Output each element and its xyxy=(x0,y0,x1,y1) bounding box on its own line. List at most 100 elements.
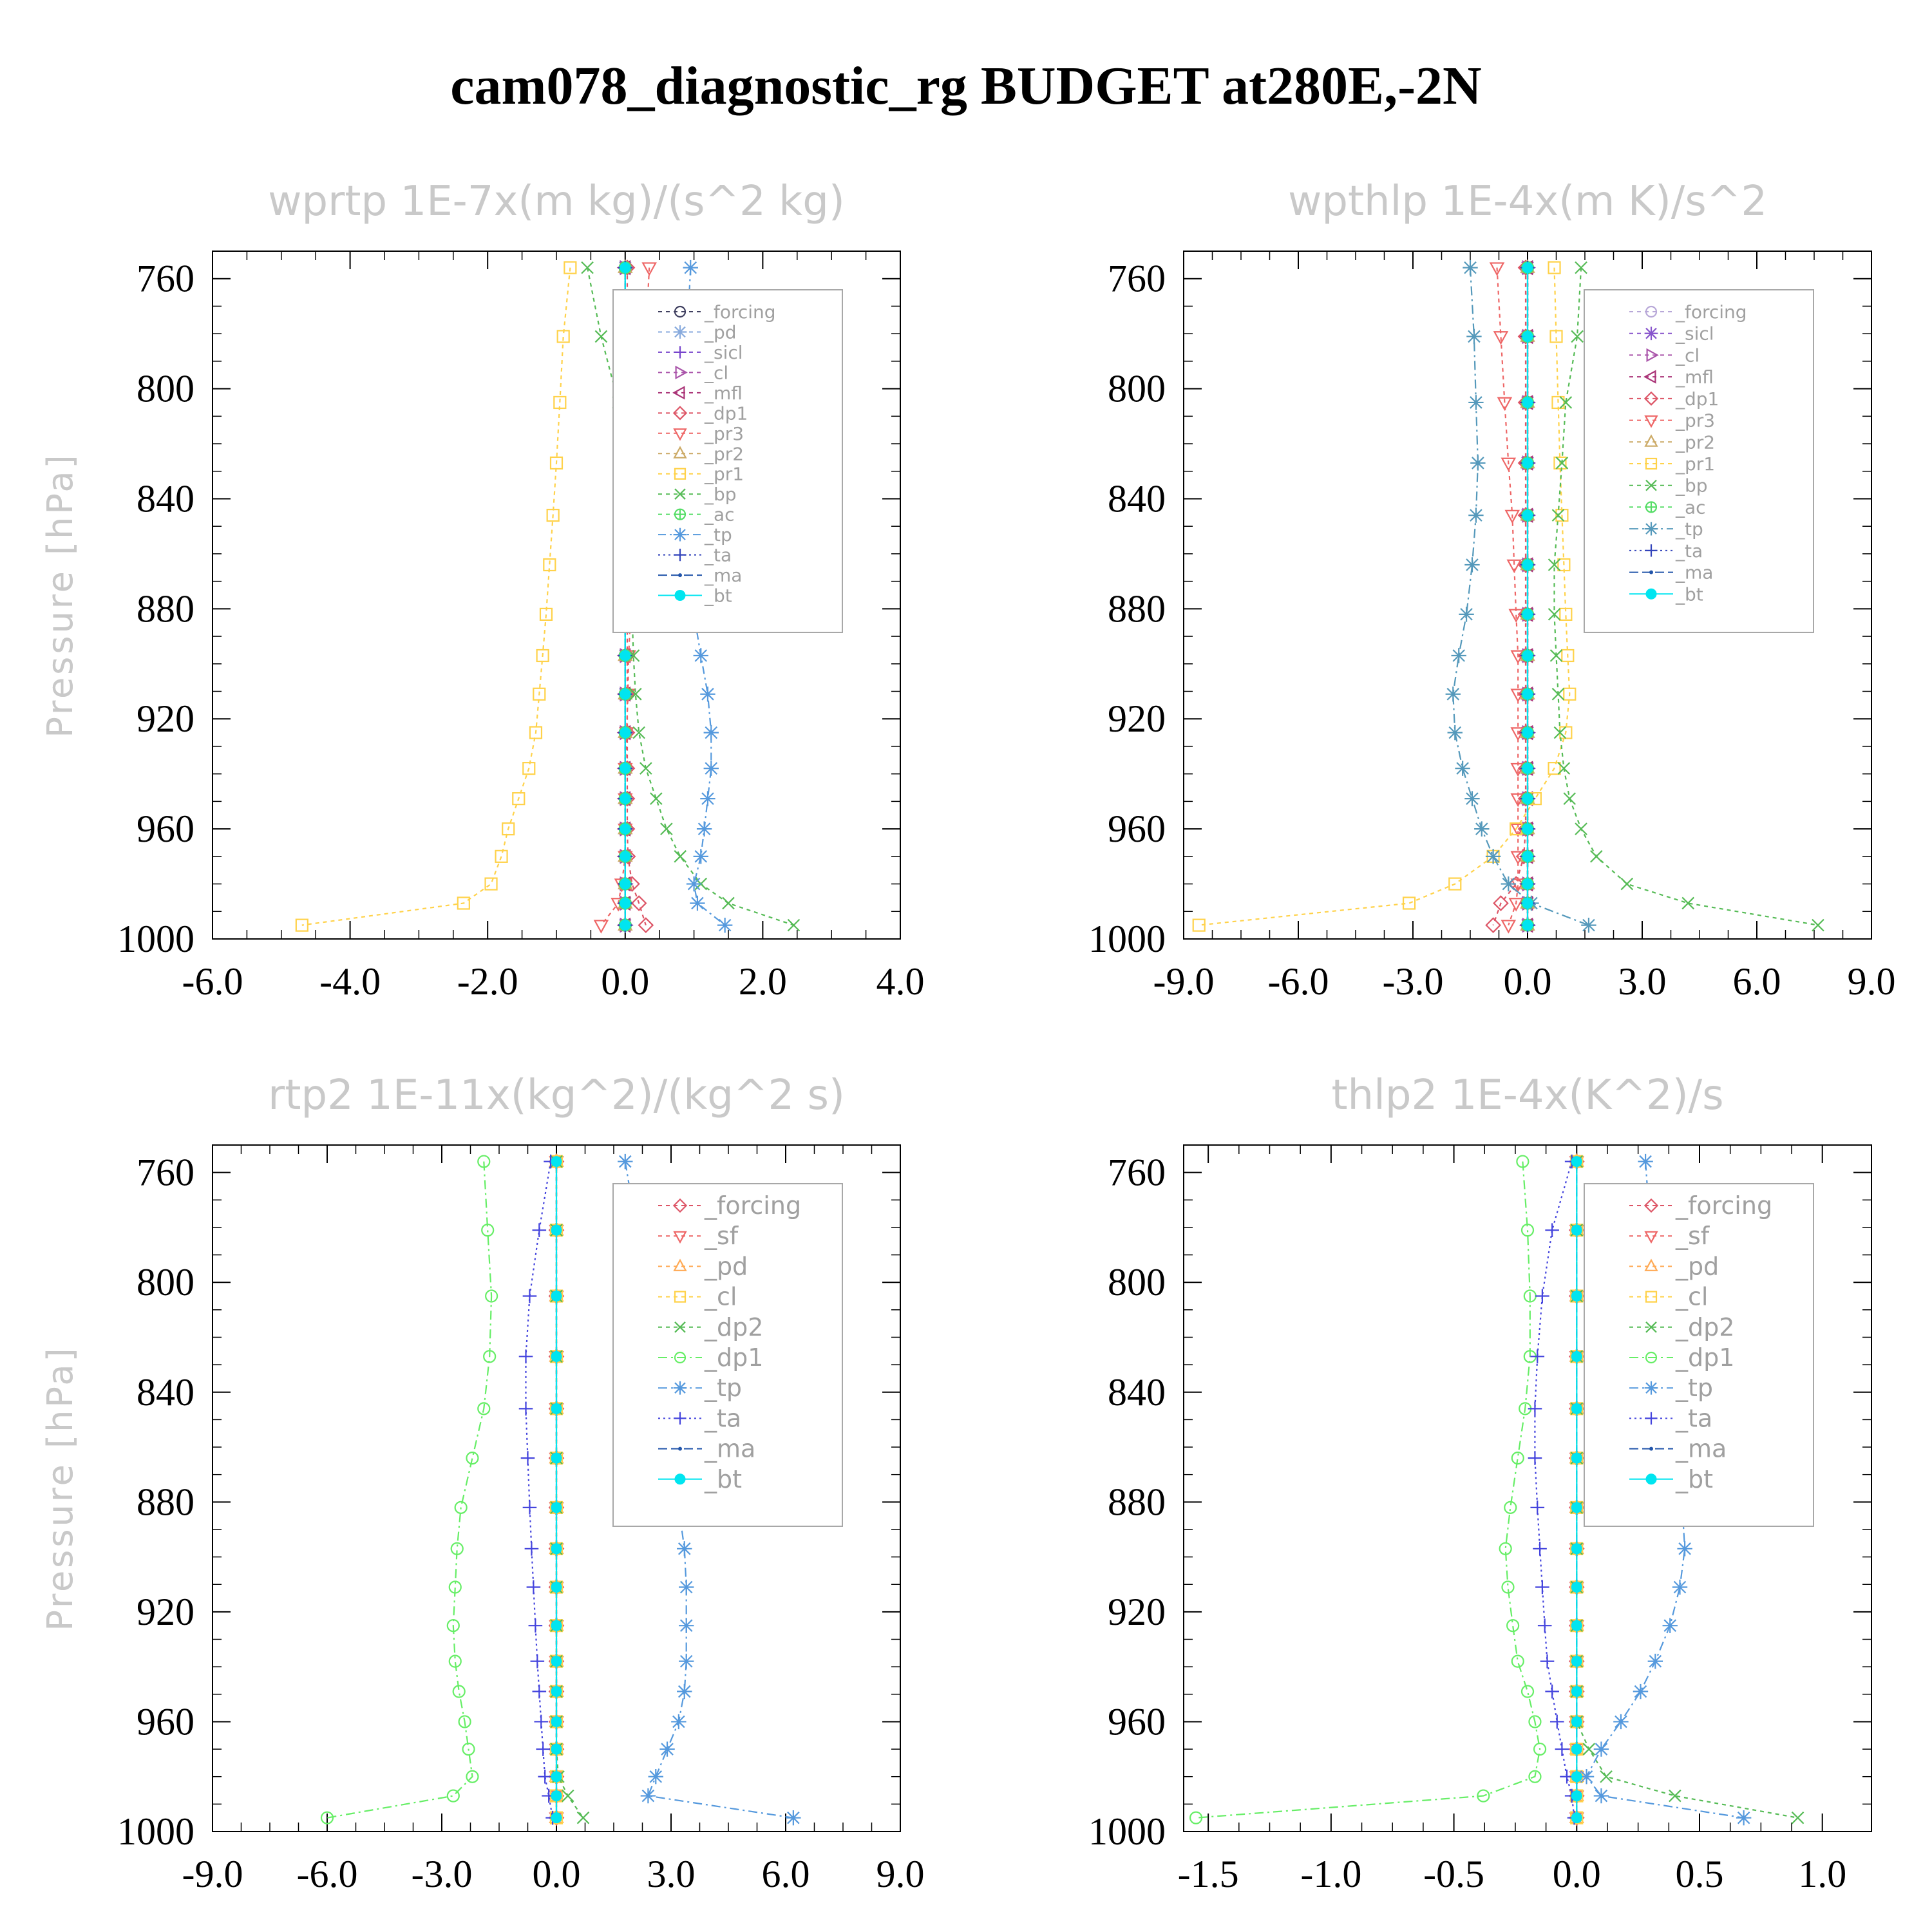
point-bt xyxy=(1522,793,1533,804)
point-bp xyxy=(674,850,687,863)
point-ta xyxy=(1528,1401,1542,1416)
point-bp xyxy=(1620,877,1634,891)
point-tp xyxy=(686,876,702,892)
x-tick-label: 6.0 xyxy=(1733,960,1781,1003)
y-tick-label: 1000 xyxy=(117,918,194,960)
legend-label-dp1: _dp1 xyxy=(704,402,748,424)
legend-marker-ma xyxy=(678,1446,682,1451)
point-dp1 xyxy=(1506,1619,1520,1633)
x-tick-label: -3.0 xyxy=(1383,960,1444,1003)
point-bt xyxy=(620,823,631,835)
point-bp xyxy=(632,726,645,739)
point-pr1 xyxy=(1192,918,1206,932)
point-tp xyxy=(690,895,705,911)
point-tp xyxy=(1451,648,1466,663)
point-ta xyxy=(524,1542,539,1556)
point-tp xyxy=(1593,1741,1609,1757)
point-bp xyxy=(1575,261,1587,274)
legend-label-tp: _tp xyxy=(1675,518,1703,540)
point-bp xyxy=(1575,822,1587,835)
point-dp1 xyxy=(1516,1155,1530,1168)
x-tick-label: -6.0 xyxy=(182,960,243,1003)
legend-marker-ma xyxy=(1649,570,1653,574)
point-dp1 xyxy=(1504,1501,1517,1514)
point-tp xyxy=(677,1541,692,1557)
y-tick-label: 760 xyxy=(1108,258,1166,300)
series-pr3 xyxy=(1489,262,1526,934)
point-pr3 xyxy=(1508,898,1524,912)
y-tick-label: 960 xyxy=(1108,1700,1166,1743)
legend-marker-forcing xyxy=(672,1198,688,1213)
point-tp xyxy=(1466,328,1482,345)
series-tp xyxy=(1445,260,1596,933)
legend-marker-tp xyxy=(673,527,687,542)
point-pr1 xyxy=(543,558,556,572)
legend-marker-mfl xyxy=(1643,370,1656,384)
point-dp1 xyxy=(1189,1811,1203,1824)
legend-marker-ac xyxy=(674,508,687,520)
point-pr1 xyxy=(502,822,515,836)
x-tick-label: 0.0 xyxy=(1553,1853,1601,1895)
point-bp xyxy=(1548,608,1561,621)
point-tp xyxy=(1581,917,1596,933)
point-bt xyxy=(551,1686,562,1698)
point-dp1 xyxy=(446,1619,460,1633)
legend-marker-forcing xyxy=(1643,1198,1659,1213)
point-dp1 xyxy=(1485,917,1501,933)
y-axis-label: Pressure [hPa] xyxy=(40,1345,80,1631)
series-pr1 xyxy=(1192,261,1577,932)
point-bt xyxy=(620,650,631,661)
point-bt xyxy=(1522,727,1533,739)
point-pr1 xyxy=(539,607,553,621)
point-pr3 xyxy=(1506,559,1522,574)
point-pr3 xyxy=(1508,609,1524,623)
point-tp xyxy=(679,1618,694,1633)
point-pr3 xyxy=(1497,397,1513,412)
legend-label-dp1: _dp1 xyxy=(1675,1343,1734,1372)
point-bp xyxy=(594,330,608,343)
legend-marker-bp xyxy=(1645,479,1657,491)
legend-label-ta: _ta xyxy=(1675,540,1703,562)
x-tick-label: -1.0 xyxy=(1300,1853,1361,1895)
legend-label-bt: _bt xyxy=(704,585,732,607)
series-bp xyxy=(1548,261,1824,932)
x-tick-label: 1.0 xyxy=(1798,1853,1846,1895)
x-tick-label: 0.0 xyxy=(533,1853,581,1895)
point-tp xyxy=(786,1810,801,1826)
x-tick-label: 9.0 xyxy=(876,1853,925,1895)
point-pr1 xyxy=(1553,456,1567,470)
point-dp1 xyxy=(485,1289,498,1303)
y-tick-label: 920 xyxy=(137,1591,194,1633)
point-ta xyxy=(1535,1289,1549,1303)
point-bp xyxy=(1563,792,1577,805)
x-tick-label: 0.0 xyxy=(601,960,649,1003)
legend: _forcing_sf_pd _cl_dp2_dp1_tp_ta _ma_bt xyxy=(612,1183,843,1527)
legend-label-ma: _ma xyxy=(704,565,742,586)
point-tp xyxy=(1633,1683,1649,1700)
legend-label-forcing: _forcing xyxy=(1675,301,1747,323)
point-tp xyxy=(677,1683,692,1700)
point-pr1 xyxy=(457,896,470,910)
x-tick-label: -6.0 xyxy=(297,1853,358,1895)
legend-box xyxy=(1584,289,1814,633)
point-bp xyxy=(1548,558,1561,571)
point-tp xyxy=(1501,876,1517,892)
legend-marker-pr3 xyxy=(1644,415,1658,428)
point-bp xyxy=(787,918,800,932)
legend-label-pr2: _pr2 xyxy=(1675,431,1715,453)
legend-label-pr3: _pr3 xyxy=(704,423,744,444)
legend-marker-ta xyxy=(674,549,687,562)
series-line-tp xyxy=(1452,267,1589,926)
point-bt xyxy=(1522,609,1533,620)
legend-marker-ta xyxy=(1645,1412,1658,1425)
point-bt xyxy=(620,793,631,804)
legend-marker-forcing xyxy=(674,305,687,318)
point-bt xyxy=(1571,1224,1582,1236)
legend-marker-dp1 xyxy=(1645,1351,1658,1364)
point-bt xyxy=(1522,851,1533,862)
point-ta xyxy=(526,1580,541,1595)
point-pr1 xyxy=(549,456,564,470)
legend: _forcing_sf_pd _cl_dp2_dp1_tp_ta _ma_bt xyxy=(1584,1183,1814,1527)
point-dp1 xyxy=(448,1654,462,1668)
point-bt xyxy=(1571,1812,1582,1824)
